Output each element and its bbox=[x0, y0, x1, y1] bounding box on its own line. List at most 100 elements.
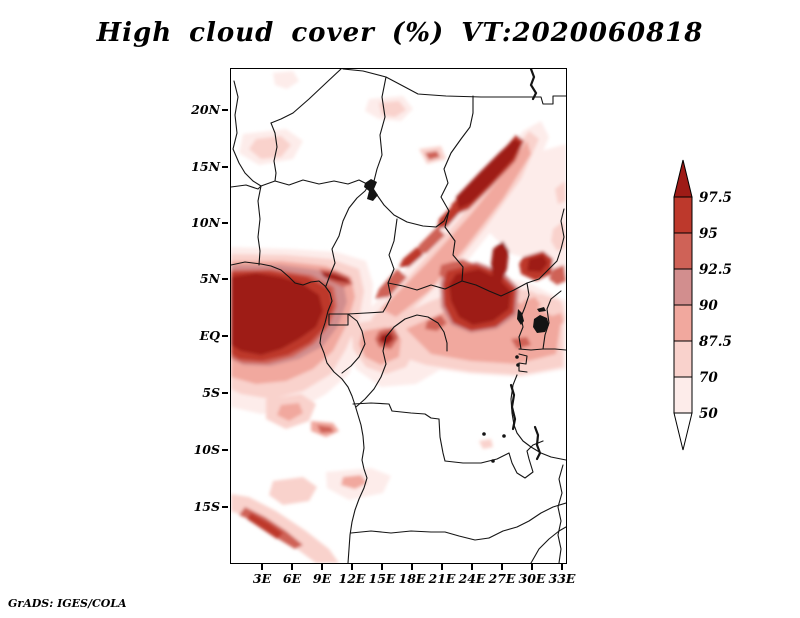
lake-line bbox=[533, 425, 542, 461]
cloud-region-level-5 bbox=[425, 151, 440, 160]
y-axis-tick-label: 5S bbox=[202, 385, 220, 400]
border-line bbox=[373, 76, 387, 182]
x-axis-tick bbox=[351, 564, 353, 570]
border-line bbox=[347, 311, 384, 315]
cloud-region-level-3 bbox=[341, 475, 367, 489]
y-axis-tick-label: 15N bbox=[191, 159, 220, 174]
lake-shape bbox=[537, 307, 546, 312]
border-line bbox=[270, 69, 342, 124]
x-axis-tick bbox=[531, 564, 533, 570]
y-axis-tick bbox=[222, 506, 228, 508]
lake-line bbox=[529, 69, 538, 101]
border-line bbox=[488, 502, 566, 539]
colorbar-segment bbox=[673, 268, 693, 306]
x-axis-tick bbox=[381, 564, 383, 570]
x-axis-tick-label: 33E bbox=[548, 571, 576, 586]
lake-shape bbox=[364, 179, 378, 201]
cloud-region-level-3 bbox=[549, 313, 564, 327]
x-axis-tick-label: 3E bbox=[252, 571, 272, 586]
cloud-region-level-2 bbox=[555, 181, 566, 204]
map-content bbox=[231, 69, 566, 563]
cloud-region-level-2 bbox=[269, 477, 317, 505]
country-borders bbox=[231, 69, 566, 563]
y-axis-tick bbox=[222, 449, 228, 451]
small-lake-dot bbox=[482, 432, 486, 436]
small-lake-dot bbox=[491, 459, 495, 463]
cloud-region-level-7 bbox=[449, 269, 511, 325]
x-axis-tick-label: 30E bbox=[518, 571, 546, 586]
y-axis-tick bbox=[222, 166, 228, 168]
x-axis-tick bbox=[261, 564, 263, 570]
cloud-region-level-7 bbox=[379, 332, 394, 345]
x-axis-tick-label: 27E bbox=[488, 571, 516, 586]
y-axis-tick-label: 20N bbox=[191, 102, 220, 117]
y-axis-tick bbox=[222, 335, 228, 337]
border-line bbox=[444, 440, 544, 479]
border-line bbox=[341, 313, 366, 374]
border-line bbox=[274, 179, 368, 186]
y-axis-tick-label: 15S bbox=[193, 499, 220, 514]
colorbar-level-label: 97.5 bbox=[699, 190, 732, 206]
border-line bbox=[530, 526, 566, 563]
border-line bbox=[518, 353, 528, 373]
border-line bbox=[328, 313, 349, 326]
border-line bbox=[382, 218, 398, 313]
x-axis-tick-label: 15E bbox=[368, 571, 396, 586]
cloud-region-level-3 bbox=[381, 141, 531, 317]
y-axis-tick bbox=[222, 222, 228, 224]
border-line bbox=[368, 184, 450, 228]
cloud-region-level-5 bbox=[511, 337, 531, 349]
border-line bbox=[438, 418, 446, 462]
colorbar-bottom-arrow bbox=[673, 412, 693, 451]
border-line bbox=[355, 314, 448, 408]
x-axis-tick-label: 24E bbox=[458, 571, 486, 586]
x-axis-tick bbox=[291, 564, 293, 570]
cloud-region-level-5 bbox=[549, 265, 566, 285]
colorbar-level-label: 95 bbox=[699, 226, 718, 242]
cloud-region-level-7 bbox=[321, 272, 350, 283]
border-line bbox=[538, 208, 565, 280]
cloud-region-level-2 bbox=[479, 439, 493, 449]
y-axis-tick-label: 5N bbox=[199, 271, 220, 286]
y-axis-tick-label: EQ bbox=[199, 328, 220, 343]
x-axis-tick-label: 6E bbox=[282, 571, 302, 586]
colorbar: 97.5 95 92.5 90 87.5 70 50 bbox=[672, 158, 792, 458]
border-line bbox=[557, 464, 564, 563]
colorbar-segment bbox=[673, 196, 693, 234]
colorbar-segment bbox=[673, 232, 693, 270]
colorbar-scale: 97.5 95 92.5 90 87.5 70 50 bbox=[673, 159, 732, 451]
cloud-region-level-7 bbox=[491, 241, 509, 283]
x-axis-tick-label: 12E bbox=[338, 571, 366, 586]
cloud-cover-map bbox=[231, 69, 566, 563]
cloud-region-level-6 bbox=[247, 513, 283, 539]
border-line bbox=[232, 80, 276, 187]
lake-shape bbox=[517, 309, 524, 325]
lake-shape bbox=[533, 315, 549, 333]
map-frame bbox=[230, 68, 567, 564]
x-axis-tick bbox=[441, 564, 443, 570]
colorbar-level-label: 92.5 bbox=[699, 262, 732, 278]
y-axis-tick-label: 10N bbox=[191, 215, 220, 230]
cloud-region-level-6 bbox=[437, 205, 461, 229]
border-line bbox=[352, 402, 440, 420]
cloud-region-level-5 bbox=[317, 425, 334, 433]
colorbar-segment bbox=[673, 340, 693, 378]
grads-credit: GrADS: IGES/COLA bbox=[8, 597, 127, 610]
border-line bbox=[510, 374, 566, 461]
border-line bbox=[325, 184, 370, 287]
colorbar-level-label: 90 bbox=[699, 298, 718, 314]
cloud-region-level-2 bbox=[231, 494, 339, 563]
cloud-region-level-7 bbox=[231, 273, 323, 355]
border-line bbox=[350, 530, 490, 541]
small-lake-dot bbox=[515, 355, 519, 359]
x-axis-tick-label: 21E bbox=[428, 571, 456, 586]
border-line bbox=[440, 95, 474, 282]
x-axis-tick bbox=[471, 564, 473, 570]
y-axis-tick-label: 10S bbox=[193, 442, 220, 457]
colorbar-level-label: 50 bbox=[699, 406, 718, 422]
cloud-region-level-5 bbox=[415, 227, 445, 255]
cloud-region-level-7 bbox=[456, 139, 521, 209]
x-axis-tick-label: 18E bbox=[398, 571, 426, 586]
cloud-region-level-2 bbox=[249, 136, 291, 159]
